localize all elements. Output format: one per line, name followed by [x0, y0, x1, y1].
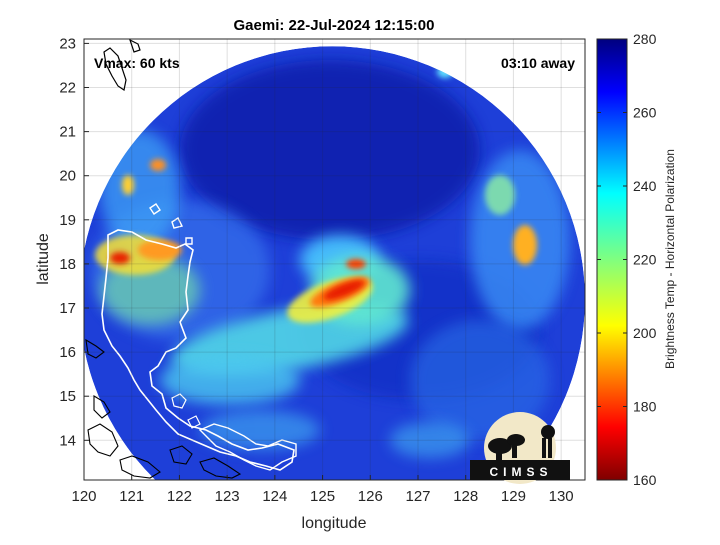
y-tick-label: 17	[59, 300, 76, 317]
y-tick-label: 21	[59, 124, 76, 141]
colorbar-tick-label: 240	[633, 178, 657, 194]
colorbar: 160 180 200 220 240 260 280 Brightness Temp - …	[596, 31, 677, 488]
colorbar-tick-label: 280	[633, 31, 657, 47]
y-tick-label: 15	[59, 388, 76, 405]
y-tick-label: 19	[59, 212, 76, 229]
babuyan-coastline	[149, 203, 193, 245]
y-tick-label: 16	[59, 344, 76, 361]
colorbar-ticks: 160 180 200 220 240 260 280	[597, 31, 657, 488]
y-tick-label: 22	[59, 80, 76, 97]
x-tick-label: 128	[453, 488, 478, 505]
colorbar-tick-label: 160	[633, 472, 657, 488]
colorbar-gradient	[596, 38, 628, 481]
visayas-coastline	[85, 338, 242, 479]
logo-building-icon	[488, 425, 555, 460]
x-tick-label: 130	[549, 488, 574, 505]
x-tick-label: 124	[262, 488, 287, 505]
x-tick-label: 123	[215, 488, 240, 505]
colorbar-tick-label: 260	[633, 105, 657, 121]
x-tick-label: 127	[405, 488, 430, 505]
y-tick-label: 14	[59, 432, 76, 449]
colorbar-label: Brightness Temp - Horizontal Polarizatio…	[663, 149, 677, 369]
colorbar-tick-label: 200	[633, 325, 657, 341]
vmax-annotation: Vmax: 60 kts	[94, 55, 180, 71]
x-axis-label: longitude	[302, 515, 367, 532]
coastline-layer	[85, 39, 297, 479]
x-tick-label: 120	[71, 488, 96, 505]
x-tick-label: 122	[167, 488, 192, 505]
y-tick-label: 23	[59, 35, 76, 52]
x-tick-label: 121	[119, 488, 144, 505]
colorbar-tick-label: 220	[633, 252, 657, 268]
samar-coastline	[198, 423, 297, 471]
x-tick-label: 129	[501, 488, 526, 505]
luzon-coastline	[101, 229, 295, 471]
swath-layer	[84, 46, 585, 480]
logo-text: CIMSS	[489, 465, 552, 479]
taiwan-coastline	[103, 39, 141, 91]
logo-banner	[470, 460, 570, 480]
x-tick-label: 125	[310, 488, 335, 505]
time-away-annotation: 03:10 away	[501, 55, 575, 71]
chart-title: Gaemi: 22-Jul-2024 12:15:00	[234, 17, 435, 34]
axes-box	[83, 38, 586, 481]
x-tick-label: 126	[358, 488, 383, 505]
islets-coastline	[171, 393, 201, 429]
grid-lines	[83, 39, 585, 480]
y-axis-label: latitude	[35, 233, 52, 285]
y-tick-label: 18	[59, 256, 76, 273]
y-tick-label: 20	[59, 168, 76, 185]
colorbar-tick-label: 180	[633, 399, 657, 415]
axis-ticks: 120 121 122 123 124 125 126 127 128 129 130 14 15 16 1…	[59, 35, 573, 505]
cimss-logo: CIMSS	[470, 412, 570, 484]
